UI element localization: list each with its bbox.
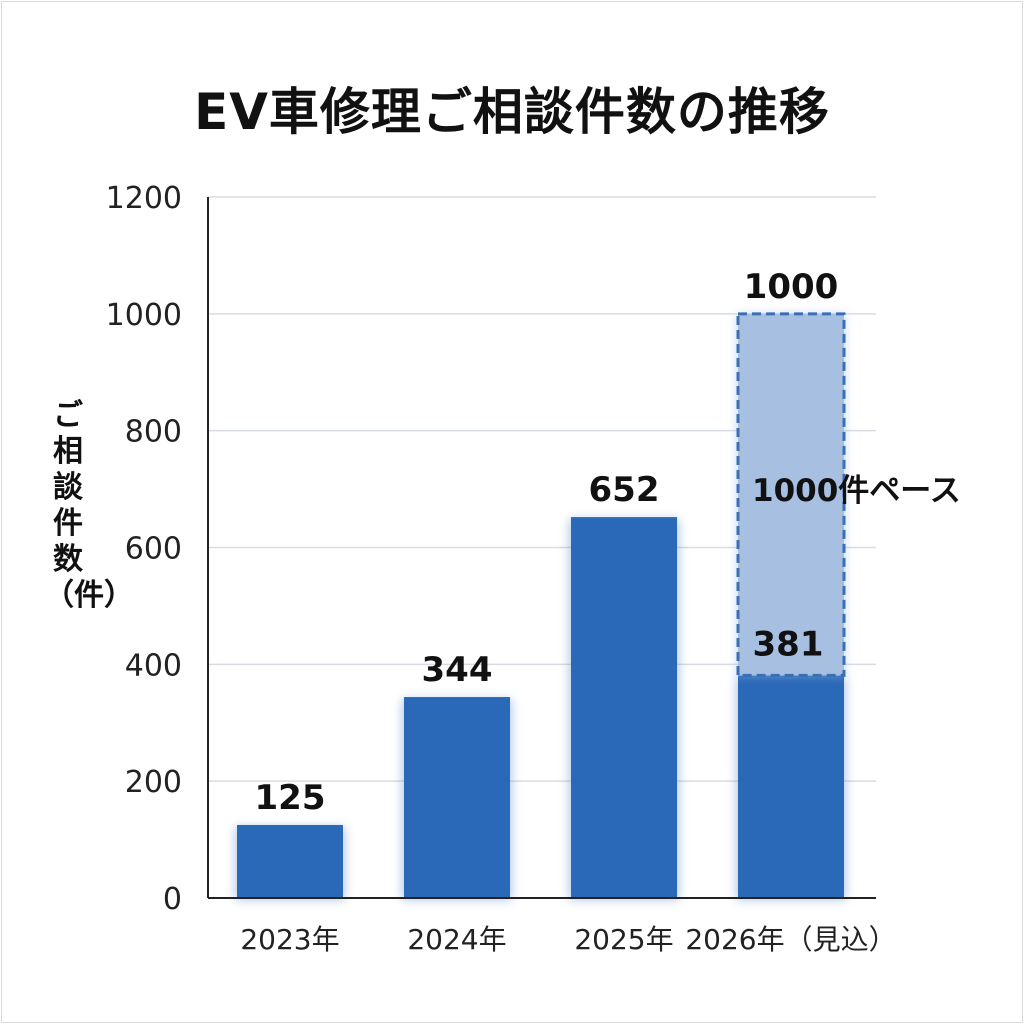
data-label-2: 652	[589, 470, 660, 510]
projection-top-label: 1000	[744, 267, 839, 307]
y-tick-label-600: 600	[125, 532, 182, 567]
data-label-3: 381	[753, 624, 824, 664]
bar-0	[237, 824, 343, 898]
y-tick-label-0: 0	[163, 882, 182, 917]
projection-box	[738, 313, 844, 676]
x-category-label-2: 2025年	[574, 923, 673, 956]
projection-border	[736, 312, 846, 677]
y-tick-label-400: 400	[125, 648, 182, 683]
y-tick-label-1000: 1000	[106, 298, 182, 333]
chart-title: EV車修理ご相談件数の推移	[194, 83, 830, 141]
projection-annotation: 1000件ペース	[752, 473, 961, 509]
bar-3	[738, 675, 844, 898]
y-tick-label-800: 800	[125, 415, 182, 450]
y-tick-label-200: 200	[125, 765, 182, 800]
bar-1	[404, 697, 510, 898]
bar-2	[571, 517, 677, 898]
x-category-label-0: 2023年	[240, 923, 339, 956]
y-tick-label-1200: 1200	[106, 181, 182, 216]
data-label-1: 344	[422, 650, 493, 690]
x-category-label-3: 2026年（見込）	[685, 923, 896, 956]
x-category-label-1: 2024年	[407, 923, 506, 956]
data-label-0: 125	[255, 778, 326, 818]
